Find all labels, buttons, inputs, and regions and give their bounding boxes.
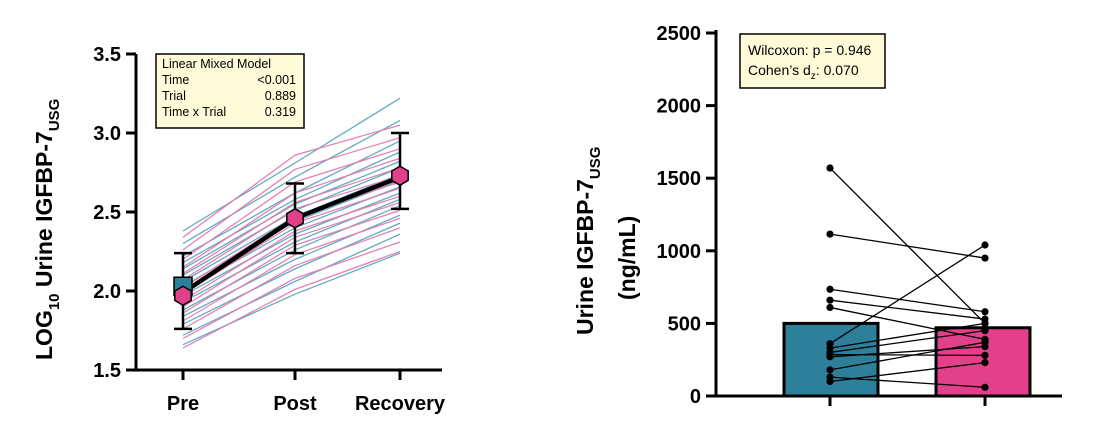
y-axis-label-right-line1: Urine IGFBP-7USG [572,147,604,335]
trial-teal-line [182,222,401,325]
data-point-pink [981,338,989,346]
pair-line [829,244,986,345]
y-ticks-right: 0 500 1000 1500 2000 2500 [657,23,716,408]
trial-pink-line [182,124,401,238]
data-point-teal [826,353,834,361]
stats-box-bg [739,33,886,89]
pair-line [829,361,986,383]
data-point-pink [981,254,989,262]
pink-mean-marker [286,207,304,229]
pair-line [829,299,986,320]
line-chart: 1.5 2.0 2.5 3.0 3.5 Pre Post Recovery LOG10 Ur… [31,44,446,415]
data-point-teal [826,230,834,238]
paired-points [826,164,989,391]
y-tick-label: 3.5 [93,44,121,66]
y-tick-label: 2500 [657,23,702,45]
pair-line [829,288,986,313]
pair-line [829,341,986,371]
pair-line [829,233,986,259]
bars [782,321,1032,398]
stats-wilcoxon: Wilcoxon: p = 0.946 [748,42,872,58]
x-tick-label: Post [273,393,317,415]
y-tick-label: 1000 [657,241,702,263]
data-point-teal [826,164,834,172]
y-tick-label: 2.5 [93,202,121,224]
y-tick-label: 0 [690,386,701,408]
stats-cohens-d: Cohen’s dz: 0.070 [748,62,859,82]
stats-box-title: Linear Mixed Model [162,57,271,71]
data-point-teal [826,366,834,374]
stats-box-bg [155,53,305,129]
y-tick-label: 2000 [657,96,702,118]
y-tick-label: 1.5 [93,360,121,382]
x-ticks-left: Pre Post Recovery [167,370,446,415]
data-point-pink [981,241,989,249]
data-point-teal [826,303,834,312]
bar-chart: 0 500 1000 1500 2000 2500 Urine IGFBP-7USG (n… [572,23,1062,408]
trial-pink-line [182,148,401,260]
x-tick-label: Pre [167,393,199,415]
y-tick-label: 2.0 [93,281,121,303]
stats-box-left: Linear Mixed Model Time <0.001 Trial 0.8… [155,53,305,129]
pair-line [829,330,986,354]
data-point-pink [981,319,989,327]
trial-teal-line [182,97,401,232]
data-point-teal [826,285,834,293]
y-tick-label: 500 [668,313,701,335]
trial-pink-line [182,137,401,251]
trial-pink-line [182,217,401,322]
stats-label-interaction: Time x Trial [162,105,226,119]
data-point-pink [981,383,989,391]
data-point-pink [981,359,989,367]
data-point-teal [826,377,834,386]
pink-mean-marker [391,165,409,187]
data-point-teal [826,296,834,304]
pink-mean-marker [174,285,192,307]
pair-line [829,322,986,349]
x-tick-label: Recovery [355,393,446,415]
trial-pink-line [182,241,401,339]
y-axis-label-right-line2: (ng/mL) [614,216,640,300]
data-point-pink [981,327,989,335]
y-axis-label-left: LOG10 Urine IGFBP-7USG [31,99,63,360]
stats-value-trial: 0.889 [265,89,296,103]
stats-value-time: <0.001 [257,73,296,87]
data-point-pink [981,308,989,316]
stats-label-trial: Trial [162,89,186,103]
stats-value-interaction: 0.319 [265,105,296,119]
pair-line [829,345,986,358]
mean-trajectory [173,131,409,331]
y-tick-label: 3.0 [93,123,121,145]
y-ticks-left: 1.5 2.0 2.5 3.0 3.5 [93,44,136,382]
trial-pink-line [182,250,401,349]
trial-pink-line [182,227,401,330]
y-tick-label: 1500 [657,168,702,190]
stats-label-time: Time [162,73,189,87]
trial-teal-line [182,233,401,336]
stats-box-right: Wilcoxon: p = 0.946 Cohen’s dz: 0.070 [739,33,886,89]
data-point-pink [981,351,989,359]
trial-teal-line [182,119,401,245]
